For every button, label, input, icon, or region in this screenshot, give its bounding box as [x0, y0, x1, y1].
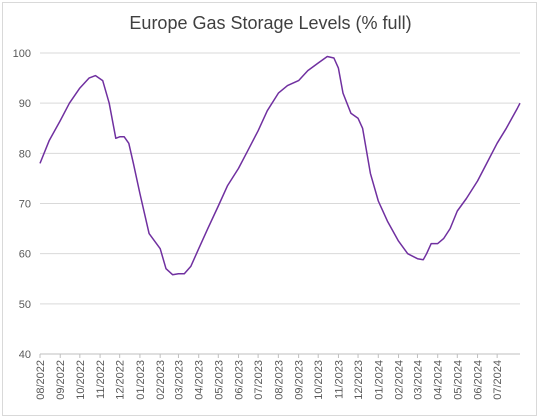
chart-frame: [2, 2, 537, 416]
x-tick-label: 12/2022: [115, 360, 127, 400]
y-tick-label: 100: [13, 48, 31, 60]
x-tick-label: 11/2023: [333, 360, 345, 399]
x-tick-label: 03/2023: [173, 360, 185, 400]
x-tick-label: 04/2024: [433, 360, 445, 400]
x-tick-label: 05/2024: [452, 360, 464, 400]
x-tick-label: 08/2022: [35, 360, 47, 400]
x-tick-label: 01/2023: [135, 360, 147, 400]
x-tick-label: 05/2023: [213, 360, 225, 400]
x-tick-label: 06/2023: [234, 360, 246, 400]
chart-title: Europe Gas Storage Levels (% full): [129, 13, 412, 33]
y-tick-label: 90: [19, 98, 31, 110]
y-tick-label: 80: [19, 148, 31, 160]
x-axis: 08/2022 09/2022 10/2022 11/2022 12/2022 01/20…: [35, 353, 520, 400]
y-tick-label: 40: [19, 349, 31, 361]
x-tick-label: 01/2024: [373, 360, 385, 400]
x-tick-label: 03/2024: [412, 360, 424, 400]
x-tick-label: 02/2024: [394, 360, 406, 400]
x-tick-label: 07/2024: [492, 360, 504, 400]
y-tick-label: 60: [19, 249, 31, 261]
x-tick-label: 04/2023: [194, 360, 206, 400]
gridlines: [40, 52, 520, 355]
x-tick-label: 07/2023: [253, 360, 265, 400]
plot-area: [39, 55, 521, 276]
y-tick-label: 70: [19, 199, 31, 211]
y-tick-label: 50: [19, 299, 31, 311]
x-tick-label: 06/2024: [473, 360, 485, 400]
y-axis: 40 50 60 70 80 90 100: [13, 48, 31, 361]
x-tick-label: 08/2023: [273, 360, 285, 400]
x-tick-label: 11/2022: [95, 360, 107, 399]
x-tick-label: 02/2023: [155, 360, 167, 400]
series-line: [39, 55, 521, 276]
x-tick-label: 10/2023: [313, 360, 325, 400]
x-tick-label: 12/2023: [353, 360, 365, 400]
x-tick-label: 10/2022: [75, 360, 87, 400]
x-tick-label: 09/2022: [55, 360, 67, 400]
x-tick-label: 09/2023: [294, 360, 306, 400]
